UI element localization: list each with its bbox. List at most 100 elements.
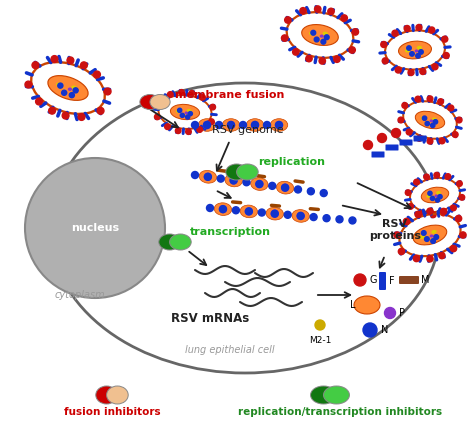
Circle shape: [443, 53, 449, 59]
Circle shape: [32, 62, 39, 69]
Circle shape: [422, 116, 427, 120]
Circle shape: [230, 177, 237, 184]
Text: RSV genome: RSV genome: [212, 125, 284, 135]
Circle shape: [416, 53, 420, 58]
Ellipse shape: [288, 13, 352, 57]
FancyBboxPatch shape: [372, 151, 384, 157]
Circle shape: [349, 47, 356, 53]
Circle shape: [204, 173, 211, 180]
Ellipse shape: [176, 110, 181, 113]
Circle shape: [395, 67, 401, 73]
Circle shape: [354, 274, 366, 286]
Circle shape: [448, 105, 454, 111]
Text: P: P: [399, 308, 405, 318]
Ellipse shape: [417, 46, 422, 50]
Circle shape: [275, 122, 283, 128]
Ellipse shape: [140, 95, 160, 109]
Circle shape: [405, 190, 411, 195]
Circle shape: [62, 112, 69, 119]
Ellipse shape: [292, 209, 310, 222]
Circle shape: [352, 29, 358, 35]
Circle shape: [441, 210, 446, 216]
Circle shape: [51, 56, 58, 62]
Circle shape: [156, 100, 161, 105]
Ellipse shape: [413, 225, 447, 245]
Ellipse shape: [401, 215, 459, 255]
Circle shape: [436, 198, 439, 202]
Circle shape: [408, 204, 413, 209]
Circle shape: [382, 58, 388, 64]
Ellipse shape: [25, 158, 165, 298]
Ellipse shape: [150, 95, 170, 109]
Text: F: F: [389, 276, 395, 286]
Circle shape: [188, 112, 192, 116]
Text: replication/transcription inhibitors: replication/transcription inhibitors: [238, 407, 442, 417]
Circle shape: [228, 122, 235, 128]
Ellipse shape: [48, 75, 88, 100]
Circle shape: [246, 208, 252, 215]
Circle shape: [210, 104, 216, 110]
Circle shape: [256, 181, 263, 187]
Circle shape: [228, 122, 235, 128]
Circle shape: [403, 218, 410, 225]
Circle shape: [434, 172, 439, 178]
Ellipse shape: [436, 191, 441, 195]
Circle shape: [256, 181, 263, 187]
Circle shape: [252, 122, 258, 128]
Circle shape: [191, 122, 199, 128]
Circle shape: [252, 122, 258, 128]
Ellipse shape: [187, 109, 191, 112]
Circle shape: [341, 15, 347, 21]
Circle shape: [185, 115, 190, 119]
Ellipse shape: [429, 120, 433, 123]
Circle shape: [402, 103, 408, 108]
Circle shape: [204, 173, 211, 180]
Ellipse shape: [421, 187, 449, 203]
Circle shape: [414, 179, 419, 185]
Ellipse shape: [159, 234, 181, 250]
Circle shape: [398, 248, 404, 254]
Circle shape: [239, 122, 246, 128]
Circle shape: [438, 195, 442, 199]
Ellipse shape: [199, 170, 217, 183]
Ellipse shape: [214, 203, 232, 215]
Circle shape: [230, 177, 237, 184]
Text: cytoplasm: cytoplasm: [55, 290, 105, 300]
Circle shape: [264, 122, 271, 128]
Circle shape: [445, 174, 451, 179]
Circle shape: [439, 253, 445, 259]
Circle shape: [323, 215, 330, 222]
Circle shape: [167, 92, 173, 97]
Circle shape: [284, 211, 291, 218]
Circle shape: [431, 239, 436, 243]
Circle shape: [186, 129, 191, 134]
Circle shape: [430, 212, 436, 218]
Circle shape: [419, 50, 423, 54]
Circle shape: [164, 124, 170, 129]
Circle shape: [417, 136, 422, 141]
Circle shape: [78, 114, 85, 120]
Circle shape: [419, 211, 425, 216]
FancyBboxPatch shape: [400, 139, 412, 145]
Circle shape: [440, 208, 447, 215]
Circle shape: [451, 205, 456, 211]
Ellipse shape: [399, 41, 431, 59]
Circle shape: [219, 206, 227, 212]
Circle shape: [203, 122, 210, 128]
Circle shape: [406, 129, 412, 135]
Ellipse shape: [432, 117, 437, 121]
Circle shape: [381, 42, 387, 47]
Circle shape: [456, 117, 462, 123]
Circle shape: [282, 184, 289, 191]
Circle shape: [311, 31, 316, 35]
Circle shape: [269, 182, 276, 190]
Ellipse shape: [302, 25, 338, 45]
Text: lung epithelial cell: lung epithelial cell: [185, 345, 275, 355]
Circle shape: [410, 52, 414, 56]
Ellipse shape: [107, 386, 128, 404]
Ellipse shape: [96, 386, 118, 404]
Circle shape: [67, 57, 74, 64]
Circle shape: [207, 204, 213, 212]
Circle shape: [315, 320, 325, 330]
Circle shape: [314, 37, 319, 42]
